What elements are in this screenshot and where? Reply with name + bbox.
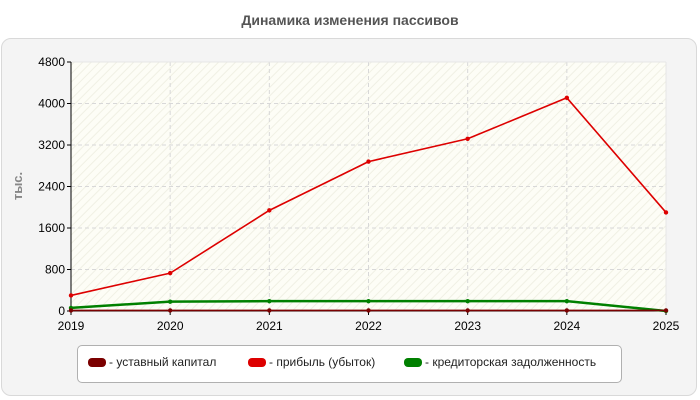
x-tick-label: 2021 — [256, 319, 283, 333]
legend-swatch-profit — [248, 357, 266, 367]
chart-title: Динамика изменения пассивов — [241, 12, 459, 28]
y-tick-label: 4000 — [38, 97, 65, 111]
data-point-profit — [465, 136, 470, 141]
legend-item-capital[interactable]: - уставный капитал — [88, 355, 216, 369]
data-point-profit — [167, 270, 173, 276]
y-tick-label: 0 — [58, 304, 65, 318]
x-tick-label: 2023 — [454, 319, 481, 333]
y-axis-label: тыс. — [10, 172, 25, 200]
legend-item-payables[interactable]: - кредиторская задолженность — [404, 355, 596, 369]
legend-swatch-payables — [404, 357, 422, 367]
data-point-capital — [68, 308, 74, 313]
x-tick-label: 2020 — [157, 319, 184, 333]
data-point-capital — [366, 308, 371, 313]
legend-label-profit: - прибыль (убыток) — [269, 355, 376, 369]
x-tick-label: 2019 — [58, 319, 85, 333]
y-tick-label: 1600 — [38, 221, 65, 235]
data-point-capital — [564, 308, 570, 313]
data-point-payables — [267, 298, 272, 304]
data-point-capital — [465, 308, 470, 313]
y-tick-label: 800 — [45, 263, 65, 277]
data-point-profit — [366, 159, 371, 164]
legend-label-capital: - уставный капитал — [109, 355, 217, 369]
legend-item-profit[interactable]: - прибыль (убыток) — [248, 355, 375, 369]
y-tick-label: 4800 — [38, 55, 65, 69]
data-point-capital — [663, 308, 669, 313]
x-tick-label: 2025 — [653, 319, 680, 333]
legend-label-payables: - кредиторская задолженность — [425, 355, 597, 369]
x-tick-label: 2024 — [553, 319, 580, 333]
legend-swatch-capital — [88, 357, 106, 367]
data-point-capital — [267, 308, 272, 313]
x-tick-label: 2022 — [355, 319, 382, 333]
data-point-payables — [366, 298, 371, 304]
y-tick-label: 2400 — [38, 180, 65, 194]
data-point-payables — [465, 298, 470, 304]
data-point-profit — [663, 210, 669, 215]
data-point-profit — [564, 95, 570, 100]
legend: - уставный капитал - прибыль (убыток) - … — [77, 345, 622, 383]
data-point-profit — [267, 208, 272, 213]
y-tick-label: 3200 — [38, 138, 65, 152]
data-point-profit — [68, 293, 74, 298]
data-point-payables — [167, 299, 173, 304]
data-point-payables — [564, 298, 570, 304]
data-point-capital — [167, 308, 173, 313]
